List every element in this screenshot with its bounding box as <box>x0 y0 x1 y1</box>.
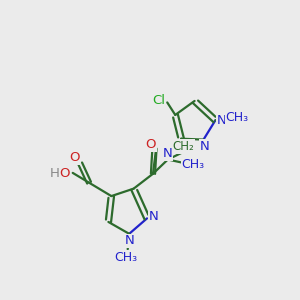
Text: N: N <box>200 140 210 153</box>
Text: CH₂: CH₂ <box>172 140 194 153</box>
Text: N: N <box>149 210 158 224</box>
Text: N: N <box>163 147 173 160</box>
Text: CH₃: CH₃ <box>182 158 205 171</box>
Text: CH₃: CH₃ <box>225 111 248 124</box>
Text: O: O <box>69 151 80 164</box>
Text: CH₃: CH₃ <box>115 251 138 264</box>
Text: H: H <box>50 167 60 180</box>
Text: O: O <box>145 138 156 151</box>
Text: O: O <box>60 167 70 180</box>
Text: N: N <box>124 235 134 248</box>
Text: Cl: Cl <box>152 94 165 106</box>
Text: N: N <box>217 114 227 127</box>
